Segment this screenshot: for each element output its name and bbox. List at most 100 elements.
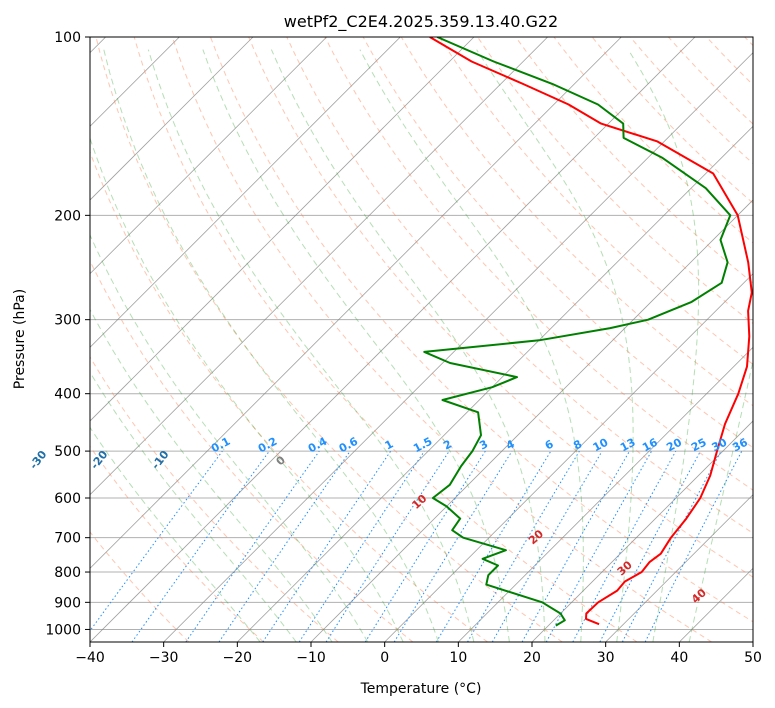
moist-adiabat-label: 40 xyxy=(689,586,709,606)
dry-adiabat-line xyxy=(400,37,753,407)
moist-adiabat-line xyxy=(90,308,333,642)
isotherm-line xyxy=(90,37,401,348)
plot-frame xyxy=(89,36,754,643)
isotherm-line xyxy=(90,37,696,642)
dry-adiabat-line xyxy=(90,355,339,642)
isotherm-line xyxy=(90,37,548,496)
y-tick-label: 800 xyxy=(54,565,81,581)
dry-adiabat-line xyxy=(90,150,488,642)
moist-adiabat-line xyxy=(359,49,584,642)
x-tick-label: −20 xyxy=(223,650,253,666)
mixing-ratio-label: 0.4 xyxy=(306,435,330,456)
mixing-ratio-line xyxy=(262,450,392,642)
dry-adiabat-line xyxy=(553,37,753,244)
dewpoint-profile xyxy=(423,37,732,627)
y-tick-label: 100 xyxy=(54,30,81,46)
mixing-ratio-line xyxy=(185,450,320,642)
mixing-ratio-label: 1.5 xyxy=(411,435,434,456)
mixing-ratio-label: 16 xyxy=(640,436,660,455)
mixing-ratio-label: 2 xyxy=(441,437,454,452)
isotherm-line xyxy=(163,52,753,642)
moist-adiabat-line xyxy=(147,49,475,642)
isotherm-line xyxy=(310,199,753,642)
x-axis-label: Temperature (°C) xyxy=(360,681,482,697)
mixing-ratio-label: 36 xyxy=(730,436,750,455)
dry-adiabat-line xyxy=(706,37,753,86)
mixing-ratio-label: 1 xyxy=(383,437,396,452)
mixing-ratio-label: 0.1 xyxy=(209,435,232,456)
isotherm-line xyxy=(752,641,753,642)
mixing-ratio-line xyxy=(364,450,486,642)
dry-adiabat-line xyxy=(438,37,753,365)
chart-title: wetPf2_C2E4.2025.359.13.40.G22 xyxy=(284,12,558,32)
mixing-ratio-line xyxy=(325,450,450,642)
moist-adiabat-line xyxy=(103,49,439,642)
isotherm-line xyxy=(90,37,475,422)
moist-adiabat-line xyxy=(90,233,369,642)
y-tick-label: 300 xyxy=(54,313,81,329)
mixing-ratio-line xyxy=(90,450,223,632)
dry-adiabat-line xyxy=(668,37,753,125)
mixing-ratio-line xyxy=(131,450,270,642)
moist-adiabat-line xyxy=(270,49,546,642)
isotherm-line xyxy=(90,37,254,201)
mixing-ratio-label: 0.2 xyxy=(256,435,279,456)
mixing-ratio-line xyxy=(491,450,603,642)
dry-adiabat-line xyxy=(90,531,190,642)
isotherm-line xyxy=(605,494,753,642)
moist-adiabat-line xyxy=(202,49,510,642)
moist-adiabat-label: 30 xyxy=(615,558,635,578)
x-tick-label: 20 xyxy=(523,650,541,666)
y-tick-label: 700 xyxy=(54,531,81,547)
moist-adiabat-line xyxy=(90,136,404,642)
isotherm-line xyxy=(458,346,753,642)
mixing-ratio-label: 8 xyxy=(571,437,584,452)
dry-adiabat-line xyxy=(95,37,563,642)
dry-adiabat-line xyxy=(90,445,264,642)
dry-adiabat-line xyxy=(362,37,753,449)
mixing-ratio-label: 6 xyxy=(543,437,556,452)
mixing-ratio-label: 3 xyxy=(477,437,490,452)
temperature-profile xyxy=(429,37,753,626)
mixing-ratio-line xyxy=(218,450,351,642)
isotherm-line xyxy=(237,125,753,642)
moist-adiabat-label: 10 xyxy=(409,492,429,512)
x-tick-label: 30 xyxy=(597,650,615,666)
dry-adiabat-line xyxy=(210,37,753,623)
mixing-ratio-line xyxy=(393,450,513,642)
background-lines xyxy=(90,37,753,642)
isotherm-line xyxy=(90,37,327,275)
dry-adiabat-line xyxy=(248,37,753,578)
y-axis-label: Pressure (hPa) xyxy=(12,289,28,389)
isotherm-line xyxy=(384,273,753,642)
x-tick-label: −30 xyxy=(149,650,179,666)
y-tick-label: 900 xyxy=(54,595,81,611)
mixing-ratio-label: 10 xyxy=(591,435,611,454)
dry-adiabat-line xyxy=(90,259,414,642)
y-tick-label: 500 xyxy=(54,444,81,460)
mixing-ratio-label: 4 xyxy=(504,437,517,452)
y-tick-label: 1000 xyxy=(45,622,81,638)
dry-adiabat-line xyxy=(515,37,753,284)
dry-adiabat-label: -30 xyxy=(27,448,50,472)
moist-adiabat-line xyxy=(688,358,753,642)
x-tick-label: 40 xyxy=(670,650,688,666)
mixing-ratio-label: 13 xyxy=(618,436,638,455)
isotherm-line xyxy=(90,37,622,569)
moist-adiabat-label: 20 xyxy=(526,527,546,547)
moist-adiabat-line xyxy=(90,371,297,642)
moist-adiabat-line xyxy=(476,49,634,642)
moist-adiabat-line xyxy=(90,426,261,642)
x-tick-label: 10 xyxy=(449,650,467,666)
mixing-ratio-label: 25 xyxy=(689,436,709,455)
mixing-ratio-line xyxy=(545,450,653,642)
mixing-ratio-line xyxy=(298,450,425,642)
moist-adiabat-label: 0 xyxy=(274,453,289,468)
moist-adiabat-line xyxy=(627,49,700,642)
mixing-ratio-line xyxy=(572,450,677,642)
mixing-ratio-line xyxy=(467,450,580,642)
mixing-ratio-label: 20 xyxy=(664,435,684,454)
dry-adiabat-line xyxy=(324,37,753,491)
x-tick-label: −40 xyxy=(75,650,105,666)
